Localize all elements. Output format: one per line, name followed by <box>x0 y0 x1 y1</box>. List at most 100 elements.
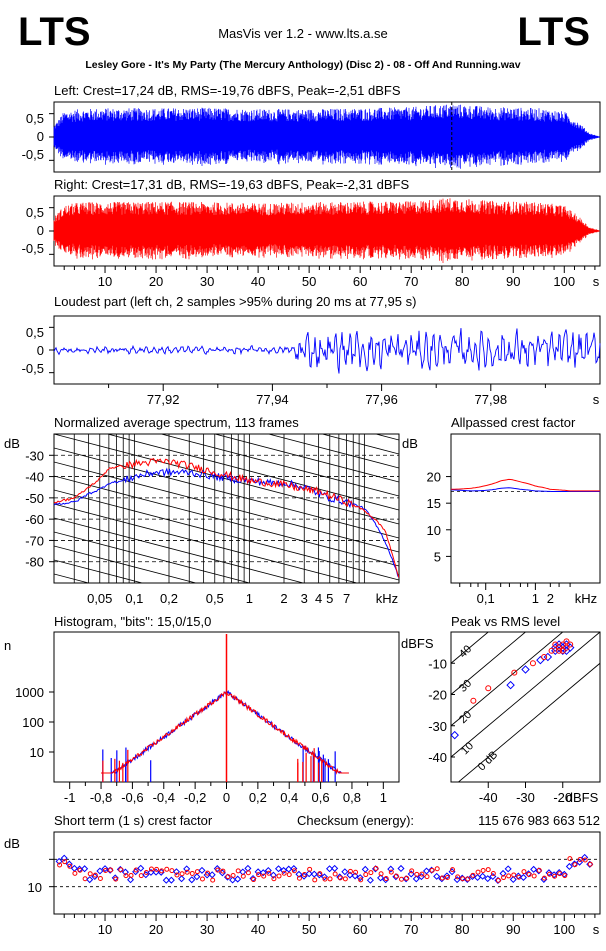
allpass-frame <box>450 433 601 584</box>
right-point <box>353 869 359 875</box>
x-tick-label: 2 <box>280 591 287 606</box>
right-point <box>444 874 450 880</box>
checksum-label: Checksum (energy): <box>297 813 414 828</box>
left-point <box>81 865 89 873</box>
left-point <box>198 866 206 874</box>
right-point <box>230 873 236 879</box>
right-point <box>327 876 333 882</box>
left-title: Left: Crest=17,24 dB, RMS=-19,76 dBFS, P… <box>54 83 401 98</box>
left-point <box>274 865 283 873</box>
spectrum-plot: -30 -40 -50 -60 -70 -80 0,05 0,1 0,2 0,5 1 2 3 4 5 7 kHz <box>25 434 399 606</box>
right-point <box>312 877 318 883</box>
x-tick-label: 0,05 <box>87 591 112 606</box>
left-point <box>412 875 420 883</box>
x-tick-label: 90 <box>506 922 520 937</box>
crest-diagonal-label: 0 dB <box>476 749 500 773</box>
right-point <box>552 873 558 879</box>
right-point <box>271 876 277 882</box>
x-tick-label: 70 <box>404 922 418 937</box>
left-point <box>366 876 374 884</box>
left-point <box>479 872 487 880</box>
right-point <box>189 870 195 876</box>
histogram-ylabel: n <box>4 638 11 653</box>
x-unit-label: s <box>593 922 600 937</box>
right-point <box>57 862 63 868</box>
waveform-trace <box>53 104 600 169</box>
shortcrest-ytick: 10 <box>28 880 42 895</box>
y-tick-label: -50 <box>25 491 44 506</box>
y-tick-label: -30 <box>428 719 447 734</box>
y-tick-label: 10 <box>427 523 441 538</box>
histogram-plot: 1000 100 10 -1 -0,8 -0,6 -0,4 -0,2 0 0,2 0,4 0,6 0,8… <box>15 634 387 805</box>
x-tick-label: -1 <box>64 790 76 805</box>
right-point <box>77 867 83 873</box>
right-point <box>559 647 566 654</box>
x-tick-label: 1 <box>380 790 387 805</box>
right-point <box>480 867 486 873</box>
spectrum-ylabel: dB <box>4 436 20 451</box>
x-tick-label: 0,1 <box>477 591 495 606</box>
left-point <box>397 864 405 873</box>
x-unit-label: dBFS <box>566 790 599 805</box>
left-point <box>504 865 512 873</box>
right-point <box>529 660 536 667</box>
right-point <box>501 875 507 881</box>
right-point <box>470 697 477 704</box>
right-point <box>567 641 574 648</box>
x-tick-label: 50 <box>302 922 316 937</box>
x-tick-label: 80 <box>455 922 469 937</box>
right-point <box>128 872 134 878</box>
x-tick-label: 0,1 <box>125 591 143 606</box>
y-tick-label: 1000 <box>15 685 44 700</box>
left-point <box>229 876 237 884</box>
slope-line <box>159 434 399 497</box>
left-point <box>331 864 339 872</box>
slope-line <box>54 531 252 583</box>
right-point <box>332 871 338 877</box>
right-point <box>567 856 573 862</box>
right-point <box>256 872 262 878</box>
right-point <box>62 859 68 865</box>
left-point <box>208 871 216 879</box>
crest-diagonal-label: 30 <box>457 678 474 695</box>
x-tick-label: -0,6 <box>121 790 143 805</box>
left-point <box>305 870 313 878</box>
right-point <box>409 868 415 874</box>
x-tick-label: 20 <box>149 922 163 937</box>
y-tick-label: -10 <box>428 656 447 671</box>
right-point <box>548 647 555 654</box>
right-point <box>424 874 430 880</box>
right-point <box>495 877 501 883</box>
left-point <box>295 870 303 878</box>
x-tick-label: 40 <box>251 274 265 289</box>
slope-line <box>54 475 399 567</box>
left-point <box>326 865 334 873</box>
x-tick-label: 50 <box>302 274 316 289</box>
x-tick-label: 3 <box>301 591 308 606</box>
right-point <box>291 868 297 874</box>
y-tick-label: 20 <box>427 470 441 485</box>
right-point <box>307 866 313 872</box>
right-point <box>414 871 420 877</box>
right-point <box>358 877 364 883</box>
right-point <box>296 875 302 881</box>
loudest-ytick: 0,5 <box>26 325 44 340</box>
right-point <box>587 861 593 867</box>
spectrum-grid <box>54 434 399 583</box>
right-point <box>429 867 435 873</box>
right-point <box>205 870 211 876</box>
x-tick-label: 1 <box>532 591 539 606</box>
peakrms-title: Peak vs RMS level <box>451 614 560 629</box>
right-point <box>378 871 384 877</box>
x-unit-label: kHz <box>575 591 597 606</box>
right-point <box>251 877 257 883</box>
right-point <box>82 876 88 882</box>
time-axis: 10 20 30 40 50 60 70 80 90 100 s <box>63 266 600 289</box>
right-point <box>465 876 471 882</box>
slope-line <box>54 503 359 583</box>
right-point <box>475 869 481 875</box>
crest-diagonal-label: 20 <box>457 709 474 726</box>
checksum-value: 115 676 983 663 512 <box>478 813 600 828</box>
x-tick-label: 10 <box>98 274 112 289</box>
left-point <box>519 873 527 881</box>
